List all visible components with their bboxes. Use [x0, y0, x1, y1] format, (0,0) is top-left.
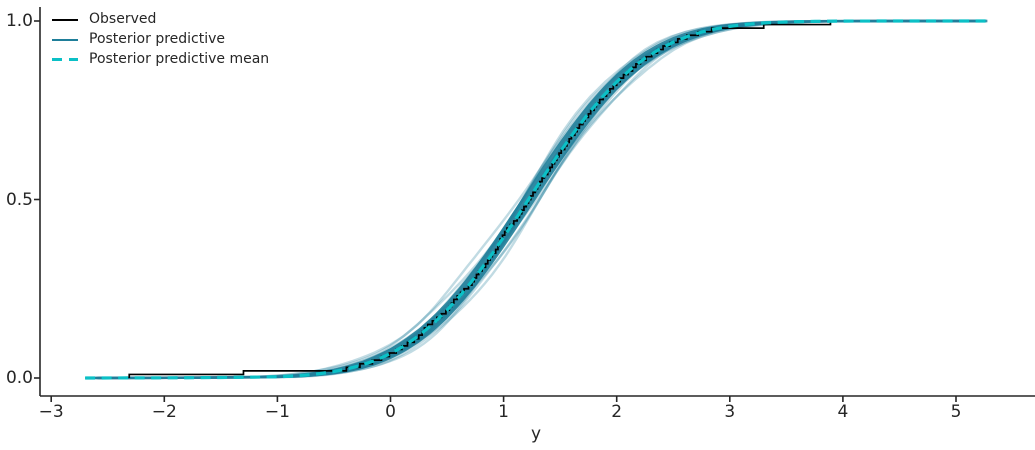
posterior-predictive-mean-dash-swatch-icon: [52, 57, 78, 62]
x-tick-label: 0: [385, 402, 396, 422]
y-tick-label: 0.5: [5, 189, 33, 210]
posterior-predictive-band: [85, 21, 985, 380]
y-tick-label: 0.0: [5, 368, 33, 388]
posterior-predictive-draw-line: [97, 19, 986, 380]
observed-ecdf-line: [128, 21, 832, 378]
posterior-predictive-draw-line: [96, 19, 987, 380]
posterior-predictive-draw-line: [97, 19, 988, 380]
posterior-predictive-draw-line: [98, 19, 988, 380]
legend-item-posterior-predictive-mean: Posterior predictive mean: [52, 52, 269, 67]
x-tick-label: 3: [724, 402, 736, 422]
observed-line-swatch-icon: [52, 18, 78, 21]
x-tick-label: 4: [837, 402, 849, 422]
x-tick-label: −2: [151, 402, 177, 422]
posterior-predictive-mean-line: [85, 19, 987, 380]
x-axis-label: y: [530, 424, 542, 444]
posterior-predictive-draw-line: [98, 19, 987, 380]
y-tick-label: 1.0: [5, 11, 33, 31]
x-tick-label: −1: [264, 402, 290, 422]
posterior-predictive-draw-line: [98, 19, 988, 380]
posterior-predictive-draw-line: [98, 19, 987, 380]
legend-item-observed: Observed: [52, 12, 269, 27]
legend-label-posterior-predictive-mean: Posterior predictive mean: [89, 51, 270, 67]
legend: Observed Posterior predictive Posterior …: [52, 12, 269, 67]
posterior-predictive-draw-line: [97, 19, 988, 380]
posterior-predictive-line-swatch-icon: [52, 38, 78, 41]
x-tick-label: −3: [38, 402, 64, 422]
legend-label-posterior-predictive: Posterior predictive: [89, 31, 226, 47]
legend-item-posterior-predictive: Posterior predictive: [52, 32, 269, 47]
x-tick-label: 2: [611, 402, 623, 422]
x-tick-label: 5: [950, 402, 962, 422]
x-tick-label: 1: [498, 402, 509, 422]
legend-label-observed: Observed: [89, 11, 157, 27]
